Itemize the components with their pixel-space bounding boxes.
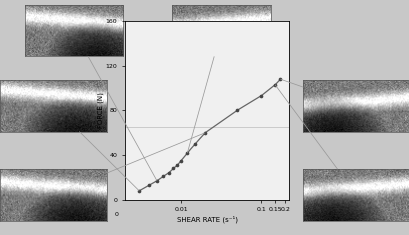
Point — [160, 174, 166, 178]
Point — [165, 171, 171, 175]
X-axis label: SHEAR RATE (s⁻¹): SHEAR RATE (s⁻¹) — [176, 215, 237, 223]
Point — [271, 83, 278, 87]
Point — [257, 94, 264, 98]
Point — [153, 179, 160, 183]
Point — [136, 189, 142, 193]
Point — [178, 159, 184, 163]
Text: 0: 0 — [115, 212, 118, 217]
Point — [184, 151, 190, 155]
Point — [170, 167, 176, 170]
Point — [191, 142, 198, 146]
Y-axis label: FORCE (N): FORCE (N) — [97, 93, 104, 128]
Point — [201, 131, 208, 135]
Point — [146, 183, 152, 187]
Point — [174, 163, 180, 167]
Point — [233, 109, 240, 112]
Point — [276, 77, 283, 81]
